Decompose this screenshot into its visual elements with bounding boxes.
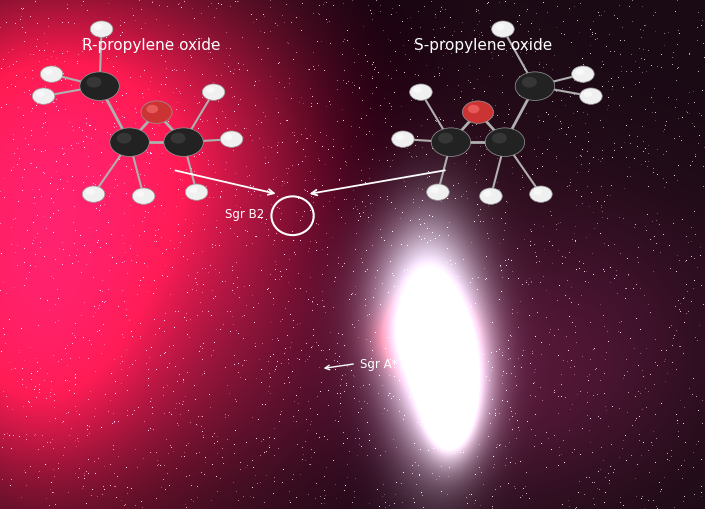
Circle shape xyxy=(438,133,453,144)
Circle shape xyxy=(492,133,507,144)
Circle shape xyxy=(133,189,155,205)
Circle shape xyxy=(141,102,172,124)
Circle shape xyxy=(40,67,63,83)
Circle shape xyxy=(575,70,584,76)
Circle shape xyxy=(431,129,471,157)
Circle shape xyxy=(522,77,537,89)
Circle shape xyxy=(189,187,197,193)
Circle shape xyxy=(36,92,44,98)
Circle shape xyxy=(206,88,215,94)
Circle shape xyxy=(427,185,449,201)
Circle shape xyxy=(116,133,132,144)
Circle shape xyxy=(534,189,542,195)
Circle shape xyxy=(185,185,208,201)
Circle shape xyxy=(431,187,439,193)
Circle shape xyxy=(496,25,504,31)
Circle shape xyxy=(580,89,602,105)
Circle shape xyxy=(136,191,145,197)
Circle shape xyxy=(44,70,53,76)
Circle shape xyxy=(485,129,525,157)
Circle shape xyxy=(80,73,119,101)
Circle shape xyxy=(479,189,502,205)
Circle shape xyxy=(171,133,185,144)
Text: R-propylene oxide: R-propylene oxide xyxy=(82,38,221,53)
Text: Sgr B2: Sgr B2 xyxy=(225,207,264,220)
Circle shape xyxy=(110,129,149,157)
Circle shape xyxy=(413,88,422,94)
Circle shape xyxy=(147,105,158,114)
Circle shape xyxy=(467,105,479,114)
Circle shape xyxy=(462,102,493,124)
Circle shape xyxy=(410,85,432,101)
Circle shape xyxy=(94,25,103,31)
Circle shape xyxy=(87,77,102,89)
Text: Sgr A*: Sgr A* xyxy=(360,357,397,371)
Circle shape xyxy=(32,89,55,105)
Circle shape xyxy=(491,22,514,38)
Text: S-propylene oxide: S-propylene oxide xyxy=(414,38,552,53)
Circle shape xyxy=(82,187,105,203)
Circle shape xyxy=(515,73,555,101)
Circle shape xyxy=(484,191,492,197)
Circle shape xyxy=(90,22,113,38)
Circle shape xyxy=(202,85,225,101)
Circle shape xyxy=(584,92,592,98)
Circle shape xyxy=(164,129,203,157)
Circle shape xyxy=(392,132,415,148)
Circle shape xyxy=(220,132,243,148)
Circle shape xyxy=(396,134,404,140)
Circle shape xyxy=(529,187,552,203)
Circle shape xyxy=(86,189,94,195)
Circle shape xyxy=(572,67,594,83)
Circle shape xyxy=(224,134,233,140)
